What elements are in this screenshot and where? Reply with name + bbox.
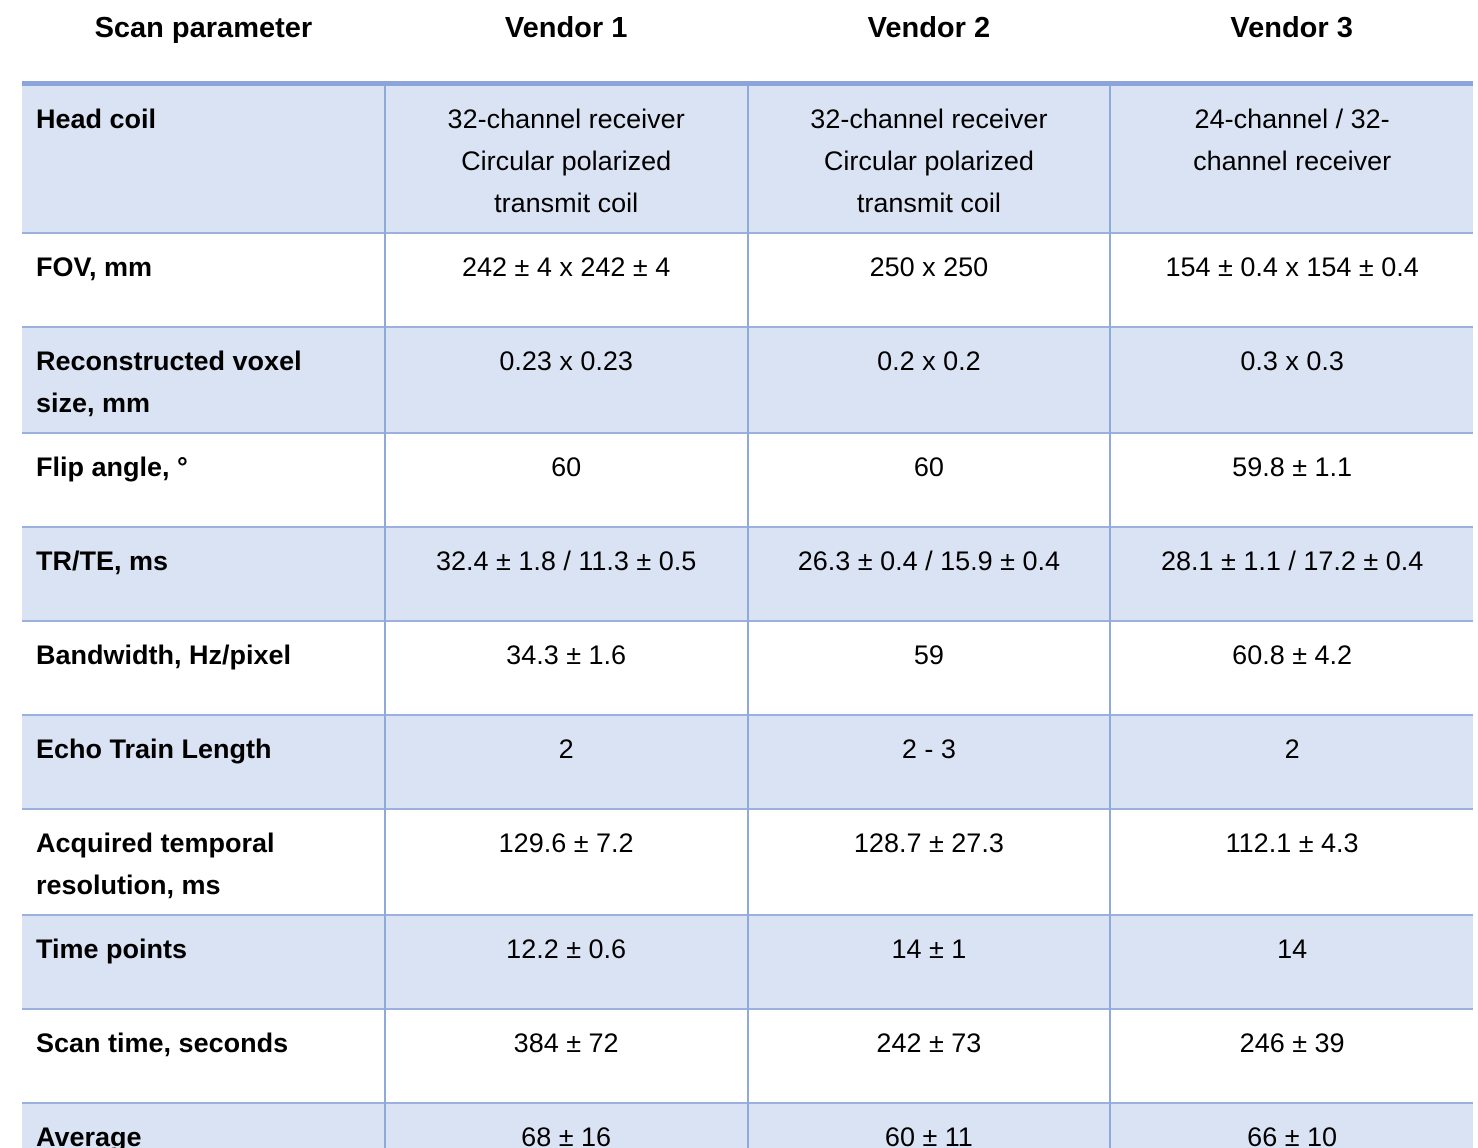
value-head-coil-vendor-2: 32-channel receiver Circular polarized t… (746, 83, 1111, 233)
table-row-echo-train-length: Echo Train Length 2 2 - 3 2 (22, 715, 1473, 809)
row-label-bandwidth: Bandwidth, Hz/pixel (36, 640, 292, 670)
value-scan-time-vendor-2: 242 ± 73 (746, 1009, 1111, 1103)
row-label-time-points: Time points (22, 915, 385, 1009)
column-header-vendor-3: Vendor 3 (1230, 12, 1353, 44)
value-bandwidth-vendor-2: 59 (746, 621, 1111, 715)
value-voxel-size-vendor-2: 0.2 x 0.2 (746, 327, 1111, 433)
table-row-voxel-size: Reconstructed voxel size, mm 0.23 x 0.23… (22, 327, 1473, 433)
value-fov-vendor-3: 154 ± 0.4 x 154 ± 0.4 (1109, 233, 1473, 327)
column-header-scan-parameter: Scan parameter (94, 12, 313, 44)
column-header-vendor-2: Vendor 2 (867, 12, 991, 44)
value-time-points-vendor-1: 12.2 ± 0.6 (383, 915, 748, 1009)
value-tr-te-vendor-2: 26.3 ± 0.4 / 15.9 ± 0.4 (746, 527, 1111, 621)
value-echo-train-length-vendor-3: 2 (1109, 715, 1473, 809)
row-label-average-heartrate: Average heartrate/min (22, 1103, 385, 1148)
row-label-tr-te: TR/TE, ms (22, 527, 385, 621)
value-scan-time-vendor-1: 384 ± 72 (383, 1009, 748, 1103)
row-label-temporal-resolution: Acquired temporal resolution, ms (36, 828, 275, 900)
table-row-time-points: Time points 12.2 ± 0.6 14 ± 1 14 (22, 915, 1473, 1009)
table-row-fov: FOV, mm 242 ± 4 x 242 ± 4 250 x 250 154 … (22, 233, 1473, 327)
scan-parameters-table: Head coil 32-channel receiver Circular p… (22, 81, 1473, 1148)
value-flip-angle-vendor-1: 60 (383, 433, 748, 527)
value-temporal-resolution-vendor-2: 128.7 ± 27.3 (746, 809, 1111, 915)
table-row-flip-angle: Flip angle, ° 60 60 59.8 ± 1.1 (22, 433, 1473, 527)
value-bandwidth-vendor-1: 34.3 ± 1.6 (383, 621, 748, 715)
value-tr-te-vendor-1: 32.4 ± 1.8 / 11.3 ± 0.5 (383, 527, 748, 621)
value-tr-te-vendor-3: 28.1 ± 1.1 / 17.2 ± 0.4 (1109, 527, 1473, 621)
value-fov-vendor-1: 242 ± 4 x 242 ± 4 (383, 233, 748, 327)
value-head-coil-vendor-1: 32-channel receiver Circular polarized t… (383, 83, 748, 233)
value-fov-vendor-2: 250 x 250 (746, 233, 1111, 327)
table-row-scan-time: Scan time, seconds 384 ± 72 242 ± 73 246… (22, 1009, 1473, 1103)
value-voxel-size-vendor-3: 0.3 x 0.3 (1109, 327, 1473, 433)
value-temporal-resolution-vendor-1: 129.6 ± 7.2 (383, 809, 748, 915)
table-row-head-coil: Head coil 32-channel receiver Circular p… (22, 83, 1473, 233)
row-label-flip-angle: Flip angle, ° (36, 452, 188, 482)
scan-parameters-table-container: Scan parameter Vendor 1 Vendor 2 Vendor … (22, 0, 1473, 1148)
value-head-coil-vendor-3: 24-channel / 32- channel receiver (1109, 83, 1473, 233)
table-row-average-heartrate: Average heartrate/min 68 ± 16 60 ± 11 66… (22, 1103, 1473, 1148)
value-flip-angle-vendor-3: 59.8 ± 1.1 (1109, 433, 1473, 527)
value-average-heartrate-vendor-1: 68 ± 16 (383, 1103, 748, 1148)
value-echo-train-length-vendor-1: 2 (383, 715, 748, 809)
table-header-row: Scan parameter Vendor 1 Vendor 2 Vendor … (22, 0, 1473, 81)
value-voxel-size-vendor-1: 0.23 x 0.23 (383, 327, 748, 433)
value-scan-time-vendor-3: 246 ± 39 (1109, 1009, 1473, 1103)
value-echo-train-length-vendor-2: 2 - 3 (746, 715, 1111, 809)
value-flip-angle-vendor-2: 60 (746, 433, 1111, 527)
row-label-scan-time: Scan time, seconds (36, 1028, 289, 1058)
row-label-echo-train-length: Echo Train Length (22, 715, 385, 809)
value-time-points-vendor-2: 14 ± 1 (746, 915, 1111, 1009)
value-temporal-resolution-vendor-3: 112.1 ± 4.3 (1109, 809, 1473, 915)
value-bandwidth-vendor-3: 60.8 ± 4.2 (1109, 621, 1473, 715)
value-average-heartrate-vendor-3: 66 ± 10 (1109, 1103, 1473, 1148)
row-label-fov: FOV, mm (36, 252, 153, 282)
table-row-bandwidth: Bandwidth, Hz/pixel 34.3 ± 1.6 59 60.8 ±… (22, 621, 1473, 715)
row-label-voxel-size: Reconstructed voxel size, mm (22, 327, 385, 433)
row-label-head-coil: Head coil (22, 83, 385, 233)
table-row-temporal-resolution: Acquired temporal resolution, ms 129.6 ±… (22, 809, 1473, 915)
column-header-vendor-1: Vendor 1 (504, 12, 628, 44)
table-row-tr-te: TR/TE, ms 32.4 ± 1.8 / 11.3 ± 0.5 26.3 ±… (22, 527, 1473, 621)
value-time-points-vendor-3: 14 (1109, 915, 1473, 1009)
value-average-heartrate-vendor-2: 60 ± 11 (746, 1103, 1111, 1148)
